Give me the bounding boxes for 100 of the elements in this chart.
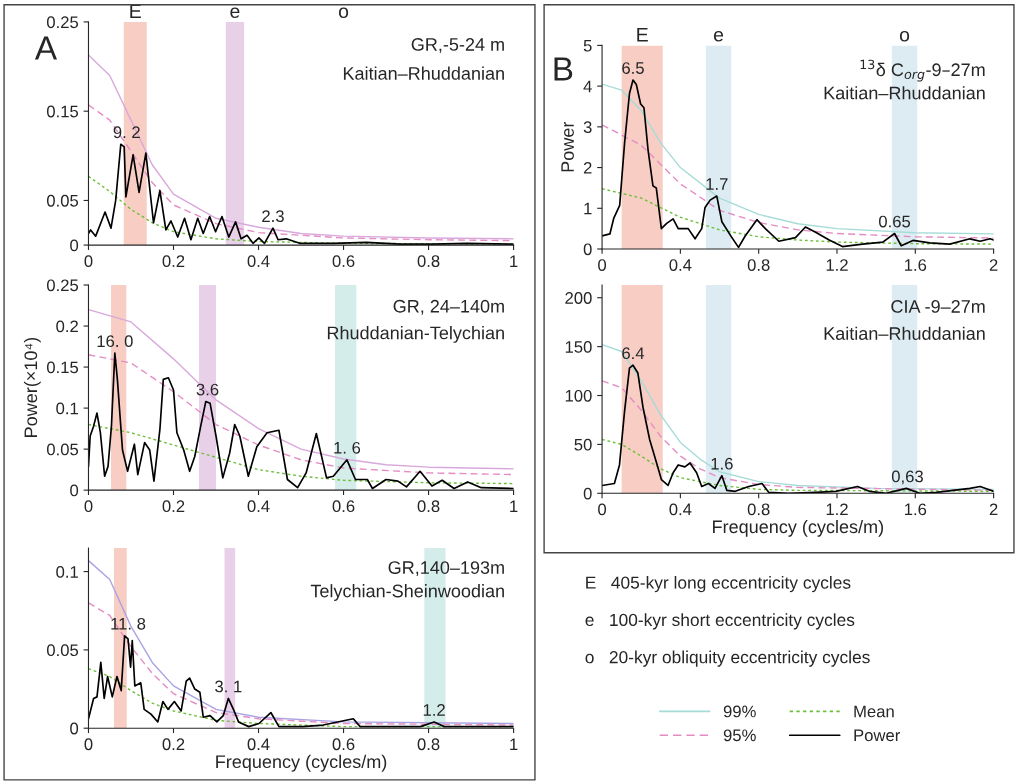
annotation: 3. 1 [215,680,242,693]
y-tick-label: 0.1 [56,565,78,578]
y-tick-label: 0.1 [56,402,78,415]
x-tick-label: 1.2 [826,503,848,516]
y-tick-label: 0.05 [46,443,79,456]
annotation: 0,63 [891,470,923,485]
text: $^{13}$δ C$_{org}$-9–27m [860,59,985,82]
annotation: 6.4 [622,347,645,360]
x-tick-label: 0.6 [332,738,355,751]
annotation: 0.65 [878,215,911,228]
y-tick-label: 3 [583,121,592,134]
x-tick-label: 0.6 [332,500,355,513]
y-tick-label: 0 [583,487,592,500]
line-series [88,423,514,485]
annotation: 3.6 [196,383,219,396]
y-tick-label: 0 [583,243,592,256]
annotation: 9. 2 [113,126,140,139]
text: Kaitian–Rhuddanian [824,86,985,100]
text: GR, 24–140m [393,299,504,315]
y-tick-label: 0 [70,722,79,735]
text: Rhuddanian-Telychian [327,326,504,343]
y-axis-title: Power(×10⁴) [23,337,41,437]
text: CIA -9–27m [891,300,985,313]
y-tick-label: 0.05 [46,194,79,207]
x-tick-label: 0.2 [162,738,185,751]
x-tick-label: 1.6 [904,503,927,516]
x-tick-label: 1.6 [904,259,927,271]
text: Kaitian–Rhuddanian [824,326,985,340]
annotation: 16. 0 [97,335,133,348]
annotation: 11. 8 [111,617,146,630]
text: GR,140–193m [388,561,504,577]
annotation: 1.2 [423,704,445,716]
annotation: 1.6 [711,457,733,470]
text: A [34,36,58,60]
x-tick-label: 0.8 [417,255,440,268]
x-tick-label: 0.4 [669,503,692,516]
x-tick-label: 0.2 [162,500,185,513]
y-tick-label: 0 [70,484,79,497]
text: GR,-5-24 m [411,38,504,53]
x-tick-label: 1 [510,738,518,750]
x-axis-title: Frequency (cycles/m) [216,754,387,772]
annotation: 1. 6 [334,441,361,454]
x-tick-label: 0.4 [247,738,270,751]
y-tick-label: 4 [583,80,592,93]
line-series [88,559,514,725]
text: B [554,57,573,81]
band-label: o [899,30,910,42]
band-label: e [230,7,240,19]
x-tick-label: 0.8 [747,503,770,516]
line-series [602,188,994,245]
line-series [88,54,514,240]
x-tick-label: 0 [598,503,607,516]
x-tick-label: 0.8 [417,738,440,751]
y-tick-label: 50 [574,438,592,451]
text: o 20-kyr obliquity eccentricity cycles [585,650,870,667]
legend-label: 95% [723,729,756,742]
x-tick-label: 0 [84,738,93,751]
x-axis-title: Frequency (cycles/m) [713,519,884,537]
x-tick-label: 2 [989,259,998,271]
y-tick-label: 0.15 [46,105,79,118]
x-tick-label: 0.4 [669,259,692,271]
band-label: e [713,30,724,42]
y-tick-label: 0.2 [56,320,78,333]
annotation: 1.7 [706,178,728,190]
x-tick-label: 1 [510,255,518,267]
y-tick-label: 5 [583,39,592,52]
y-tick-label: 0.05 [46,644,79,657]
y-axis-title: Power [561,121,574,172]
x-tick-label: 0.4 [247,500,270,513]
text: o [338,7,349,19]
x-tick-label: 0 [598,259,607,271]
y-tick-label: 0.25 [46,279,79,292]
y-tick-label: 100 [565,389,592,402]
x-tick-label: 0 [84,500,93,513]
y-tick-label: 0.25 [46,16,79,29]
x-tick-label: 0.8 [417,500,440,513]
y-tick-label: 0.15 [46,361,79,374]
y-tick-label: 1 [584,202,592,215]
legend-label: Mean [854,705,894,718]
x-tick-label: 1 [510,500,518,512]
x-tick-label: 0.4 [247,255,270,268]
y-tick-label: 2 [583,161,592,174]
legend-label: 99% [723,705,756,718]
text: e 100-kyr short eccentricity cycles [585,613,855,630]
text: E 405-kyr long eccentricity cycles [586,576,851,593]
annotation: 2.3 [262,210,284,223]
band-label: E [637,28,648,42]
text: Telychian-Sheinwoodian [310,584,504,601]
x-tick-label: 0.2 [162,255,185,268]
legend-label: Power [854,729,901,742]
y-tick-label: 0 [70,239,79,252]
x-tick-label: 2 [989,503,998,516]
annotation: 6.5 [622,62,644,74]
x-tick-label: 0.8 [747,259,770,271]
x-tick-label: 0 [84,255,93,268]
x-tick-label: 1.2 [826,259,848,271]
y-tick-label: 150 [565,341,592,353]
text: Kaitian–Rhuddanian [343,66,504,80]
x-tick-label: 0.6 [332,255,355,268]
y-tick-label: 200 [565,292,592,304]
